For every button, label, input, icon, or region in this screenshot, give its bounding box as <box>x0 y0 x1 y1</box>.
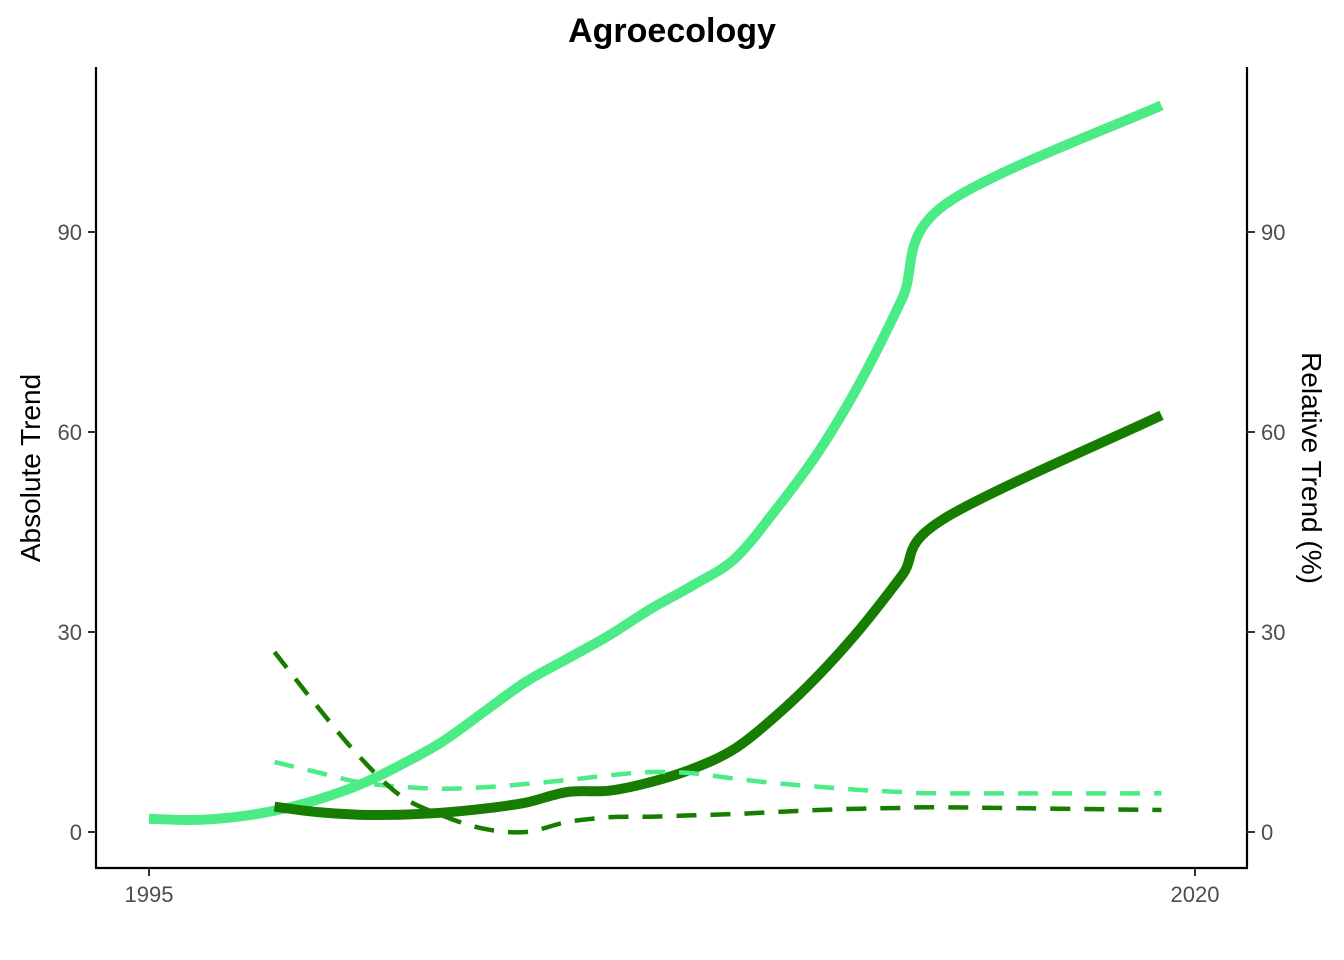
y-tick-label-left: 0 <box>70 820 82 845</box>
y-tick-label-left: 30 <box>58 620 82 645</box>
ticks-layer: 0 30 60 90 0 30 60 90 1995 2020 <box>58 220 1286 907</box>
y-tick-label-right: 30 <box>1261 620 1285 645</box>
y-tick-label-right: 60 <box>1261 420 1285 445</box>
series-absolute-light-line <box>148 100 1164 826</box>
series-relative-light-line <box>273 759 1162 796</box>
y-axis-title-right: Relative Trend (%) <box>1296 352 1327 584</box>
y-tick-label-right: 0 <box>1261 820 1273 845</box>
plot-area: 0 30 60 90 0 30 60 90 1995 2020 <box>58 67 1286 907</box>
x-tick-label: 2020 <box>1171 882 1220 907</box>
series-relative-dark-line <box>272 650 1162 835</box>
y-tick-label-right: 90 <box>1261 220 1285 245</box>
chart-title: Agroecology <box>568 12 776 50</box>
y-tick-label-left: 60 <box>58 420 82 445</box>
y-tick-label-left: 90 <box>58 220 82 245</box>
series-layer <box>148 100 1164 835</box>
y-axis-title-left: Absolute Trend <box>15 374 46 562</box>
series-absolute-dark-line <box>273 410 1164 820</box>
x-tick-label: 1995 <box>125 882 174 907</box>
